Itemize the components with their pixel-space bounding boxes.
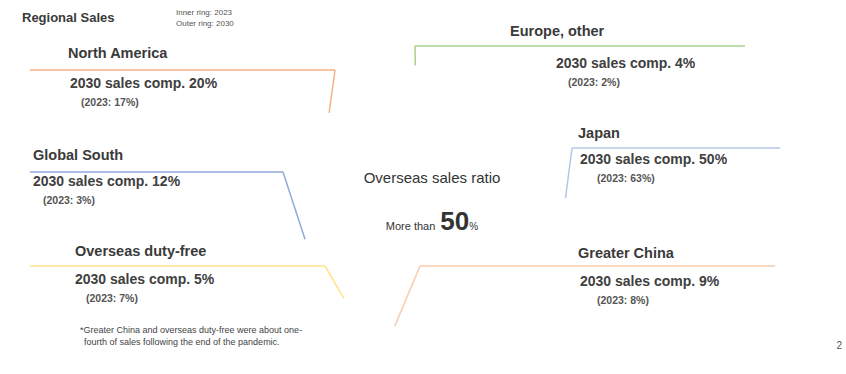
leader-line [283,172,305,239]
legend-entry: Inner ring: 2023 [176,8,233,17]
data-label: (2023: 17%) [81,96,139,108]
slice [320,177,355,226]
slice [328,87,422,169]
leader-line [572,147,780,149]
data-label: (2023: 2%) [568,76,620,88]
data-label: 2030 sales comp. 9% [580,273,720,289]
center-number: 50 [440,206,469,236]
category-label: Greater China [578,245,675,261]
slice [350,86,544,310]
legend-entry: Outer ring: 2030 [176,19,234,28]
chart-title: Regional Sales [22,10,114,25]
leader-line [415,45,745,47]
category-label: Global South [33,147,123,163]
center-title: Overseas sales ratio [364,169,501,186]
leader-line [325,266,344,298]
footnote: fourth of sales following the end of the… [84,337,280,347]
data-label: (2023: 3%) [43,194,95,206]
slice [395,51,432,82]
category-label: Overseas duty-free [75,243,206,259]
data-label: 2030 sales comp. 12% [33,173,181,189]
ring [285,51,579,345]
category-label: Japan [578,125,620,141]
data-label: 2030 sales comp. 4% [556,55,696,71]
leader-line [566,148,573,198]
plot-area [285,51,579,345]
slice [353,299,432,345]
leader-line [30,69,335,71]
slice [324,218,374,275]
center-value: More than 50% [386,206,478,236]
page-number: 2 [836,340,842,351]
data-label: 2030 sales comp. 5% [75,271,215,287]
data-label: (2023: 8%) [597,294,649,306]
center-prefix: More than [386,220,436,232]
footnote: *Greater China and overseas duty-free we… [80,325,302,335]
leader-line [420,265,775,267]
leader-line [395,266,420,326]
center-suffix: % [469,221,478,232]
data-label: 2030 sales comp. 50% [580,151,728,167]
leader-lines [30,46,780,326]
slice [418,86,432,119]
labels: Japan 2030 sales comp. 50% (2023: 63%) Grea… [33,23,728,306]
slice [432,51,579,345]
data-label: (2023: 63%) [597,172,655,184]
leader-line [30,265,325,267]
leader-line [329,70,335,113]
chart: Regional Sales Inner ring: 2023 Outer ring… [0,0,846,374]
leader-line [414,46,416,66]
data-label: 2030 sales comp. 20% [70,75,218,91]
slice [322,157,358,183]
ring [320,86,544,310]
data-label: (2023: 7%) [86,292,138,304]
category-label: Europe, other [510,23,605,39]
category-label: North America [68,45,168,61]
